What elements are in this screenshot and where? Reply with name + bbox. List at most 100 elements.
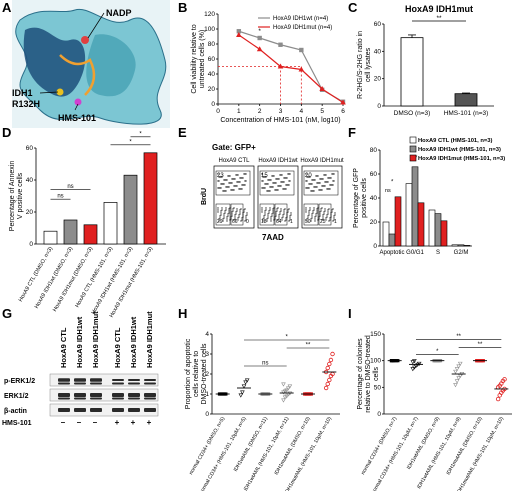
significance-marker: ** <box>306 343 311 349</box>
flow-dot <box>226 186 228 188</box>
gate-g2 <box>318 203 332 226</box>
flow-dot <box>233 185 235 187</box>
flow-dot <box>290 214 292 216</box>
flow-dot <box>242 184 244 186</box>
flow-dot <box>244 220 246 222</box>
flow-plot-title: HoxA9 IDH1mut <box>300 158 344 164</box>
flow-dot <box>220 176 222 178</box>
significance-marker: ** <box>456 334 461 340</box>
y-axis-label: cell lysates <box>365 47 372 82</box>
flow-dot <box>228 175 230 177</box>
brdu-axis-label: BrdU <box>201 188 208 205</box>
x-tick-label: G2/M <box>454 250 469 256</box>
flow-dot <box>285 188 287 190</box>
blot-band <box>74 378 86 382</box>
flow-dot <box>280 174 282 176</box>
flow-dot <box>307 187 309 189</box>
flow-dot <box>324 185 326 187</box>
treatment-sign: + <box>115 418 120 427</box>
flow-dot <box>322 216 324 218</box>
flow-dot <box>266 183 268 185</box>
y-tick-label: 80 <box>370 147 378 154</box>
flow-dot <box>279 174 281 176</box>
y-tick-label: 2 <box>205 371 209 378</box>
y-tick-label: 40 <box>26 177 34 184</box>
flow-dot <box>333 217 335 219</box>
y-tick-label: 0 <box>373 243 377 250</box>
x-tick-label: 4 <box>300 108 304 115</box>
flow-dot <box>333 180 335 182</box>
flow-dot <box>315 175 317 177</box>
flow-dot <box>237 217 239 219</box>
y-tick-label: 100 <box>370 358 381 365</box>
flow-dot <box>306 187 308 189</box>
flow-dot <box>270 218 272 220</box>
data-point <box>416 361 422 366</box>
panel-label-c: C <box>348 0 358 15</box>
blot-band <box>144 393 156 397</box>
flow-dot <box>310 190 312 192</box>
lane-label: HoxA9 IDH1mut <box>145 311 154 368</box>
flow-dot <box>316 210 318 212</box>
flow-cytometry-panel: Gate: GFP+ BrdU 7AAD HoxA9 CTL 23 29 66 0 Hox… <box>201 143 344 242</box>
flow-dot <box>276 189 278 191</box>
x-tick-label: normal CD34+ (DMSO, n=5) <box>188 416 226 476</box>
flow-dot <box>311 213 313 215</box>
blot-band <box>112 379 124 381</box>
blot-band <box>144 379 156 381</box>
data-point <box>325 365 330 371</box>
y-tick-label: 0 <box>29 241 33 248</box>
flow-dot <box>262 220 264 222</box>
flow-dot <box>263 187 265 189</box>
bar <box>43 230 58 245</box>
flow-dot <box>277 207 279 209</box>
y-tick-label: 0 <box>377 103 381 110</box>
flow-dot <box>228 186 230 188</box>
flow-dot <box>288 180 290 182</box>
flow-dot <box>268 179 270 181</box>
significance-marker: ns <box>262 361 268 367</box>
significance-marker: * <box>415 156 418 162</box>
quadrant-value: 64 <box>276 219 282 225</box>
panel-label-f: F <box>348 125 356 140</box>
flow-dot <box>319 211 321 213</box>
flow-dot <box>305 187 307 189</box>
flow-dot <box>240 208 242 210</box>
quadrant-value: 50 <box>305 219 311 225</box>
treatment-sign: + <box>147 418 152 427</box>
flow-dot <box>272 175 274 177</box>
blot-band <box>112 382 124 385</box>
flow-dot <box>280 185 282 187</box>
flow-dot <box>283 181 285 183</box>
blot-band <box>90 397 102 400</box>
data-point <box>281 398 286 403</box>
flow-dot <box>234 214 236 216</box>
gate-g1 <box>259 203 275 226</box>
y-axis-label: R-2HG/S-2HG ratio in <box>357 31 364 99</box>
flow-dot <box>314 216 316 218</box>
flow-dot <box>231 182 233 184</box>
flow-dot <box>235 174 237 176</box>
flow-dot <box>276 178 278 180</box>
x-tick-label: G0/G1 <box>406 250 424 256</box>
flow-dot <box>278 185 280 187</box>
flow-dot <box>223 190 225 192</box>
flow-dot <box>239 181 241 183</box>
flow-dot <box>327 209 329 211</box>
flow-dot <box>277 178 279 180</box>
flow-dot <box>237 219 239 221</box>
flow-dot <box>241 184 243 186</box>
flow-dot <box>314 218 316 220</box>
flow-dot <box>322 214 324 216</box>
data-point <box>236 32 242 37</box>
flow-dot <box>308 176 310 178</box>
flow-dot <box>232 210 234 212</box>
flow-dot <box>232 208 234 210</box>
x-tick-label: HoxA9 IDH1wt (HMS-101, n=3) <box>91 246 135 316</box>
legend-label: HoxA9 IDH1mut (HMS-101, n=3) <box>418 156 505 162</box>
flow-dot <box>245 219 247 221</box>
flow-dot <box>244 184 246 186</box>
gate-g1 <box>303 203 319 226</box>
flow-dot <box>229 182 231 184</box>
y-axis-label: cells relative to <box>193 351 200 397</box>
